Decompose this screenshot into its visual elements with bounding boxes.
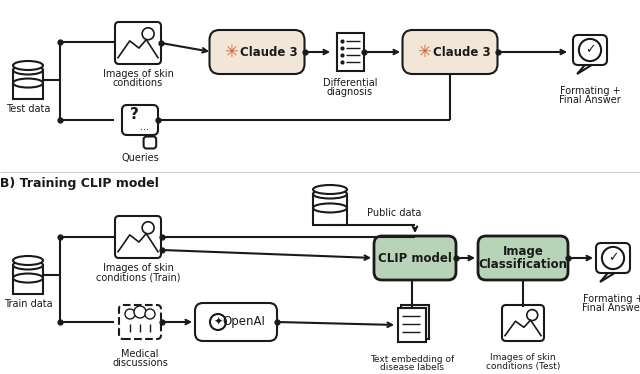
Text: CLIP model: CLIP model — [378, 251, 452, 264]
Ellipse shape — [313, 185, 347, 194]
Circle shape — [125, 309, 135, 319]
Text: Text embedding of: Text embedding of — [370, 355, 454, 364]
Ellipse shape — [313, 190, 347, 199]
Text: Claude 3: Claude 3 — [433, 46, 491, 58]
Text: Image: Image — [502, 245, 543, 258]
Text: ✳: ✳ — [417, 43, 431, 61]
Ellipse shape — [13, 256, 43, 265]
Text: Images of skin: Images of skin — [102, 69, 173, 79]
FancyBboxPatch shape — [403, 30, 497, 74]
Text: Public data: Public data — [367, 208, 421, 218]
Polygon shape — [577, 65, 592, 74]
FancyBboxPatch shape — [478, 236, 568, 280]
Text: Images of skin: Images of skin — [102, 263, 173, 273]
Text: (B) Training CLIP model: (B) Training CLIP model — [0, 177, 159, 190]
Bar — [337, 33, 364, 71]
Text: ✦: ✦ — [213, 317, 223, 327]
Circle shape — [579, 39, 601, 61]
FancyBboxPatch shape — [374, 236, 456, 280]
Circle shape — [602, 247, 624, 269]
Text: ✓: ✓ — [585, 43, 595, 56]
Bar — [401, 305, 429, 339]
Text: Final Answer: Final Answer — [559, 95, 621, 105]
Text: Formating +: Formating + — [560, 86, 620, 96]
Circle shape — [145, 309, 155, 319]
Bar — [313, 194, 347, 225]
Text: conditions: conditions — [113, 78, 163, 88]
FancyBboxPatch shape — [195, 303, 277, 341]
Ellipse shape — [13, 65, 43, 74]
FancyBboxPatch shape — [143, 137, 156, 148]
Text: conditions (Train): conditions (Train) — [96, 272, 180, 282]
Text: Classification: Classification — [479, 258, 568, 272]
FancyBboxPatch shape — [122, 105, 158, 135]
FancyBboxPatch shape — [115, 22, 161, 64]
Text: Final Answer: Final Answer — [582, 303, 640, 313]
Circle shape — [134, 306, 146, 318]
Text: ...: ... — [140, 122, 149, 132]
Circle shape — [142, 222, 154, 234]
Text: ✓: ✓ — [608, 251, 618, 264]
FancyBboxPatch shape — [596, 243, 630, 273]
Text: diagnosis: diagnosis — [327, 87, 373, 97]
Text: Train data: Train data — [4, 299, 52, 309]
Text: Images of skin: Images of skin — [490, 353, 556, 362]
Bar — [13, 70, 43, 99]
Circle shape — [210, 314, 226, 330]
Text: disease labels: disease labels — [380, 364, 444, 373]
Ellipse shape — [13, 273, 43, 282]
Polygon shape — [600, 273, 614, 282]
Text: discussions: discussions — [112, 358, 168, 368]
Text: ✳: ✳ — [224, 43, 238, 61]
Text: Medical: Medical — [121, 349, 159, 359]
Ellipse shape — [313, 203, 347, 212]
Text: Test data: Test data — [6, 104, 50, 114]
FancyBboxPatch shape — [209, 30, 305, 74]
Text: Formating +: Formating + — [582, 294, 640, 304]
FancyBboxPatch shape — [573, 35, 607, 65]
Text: Differential: Differential — [323, 78, 377, 88]
Circle shape — [142, 28, 154, 40]
Ellipse shape — [13, 61, 43, 70]
Text: Queries: Queries — [121, 153, 159, 163]
Text: Claude 3: Claude 3 — [240, 46, 298, 58]
FancyBboxPatch shape — [502, 305, 544, 341]
Ellipse shape — [13, 79, 43, 88]
Text: ?: ? — [130, 107, 139, 122]
FancyBboxPatch shape — [115, 216, 161, 258]
Bar — [13, 265, 43, 294]
FancyBboxPatch shape — [119, 305, 161, 339]
Circle shape — [527, 310, 538, 321]
Text: conditions (Test): conditions (Test) — [486, 362, 560, 371]
Ellipse shape — [13, 261, 43, 270]
Bar — [398, 308, 426, 342]
Text: OpenAI: OpenAI — [223, 316, 266, 328]
